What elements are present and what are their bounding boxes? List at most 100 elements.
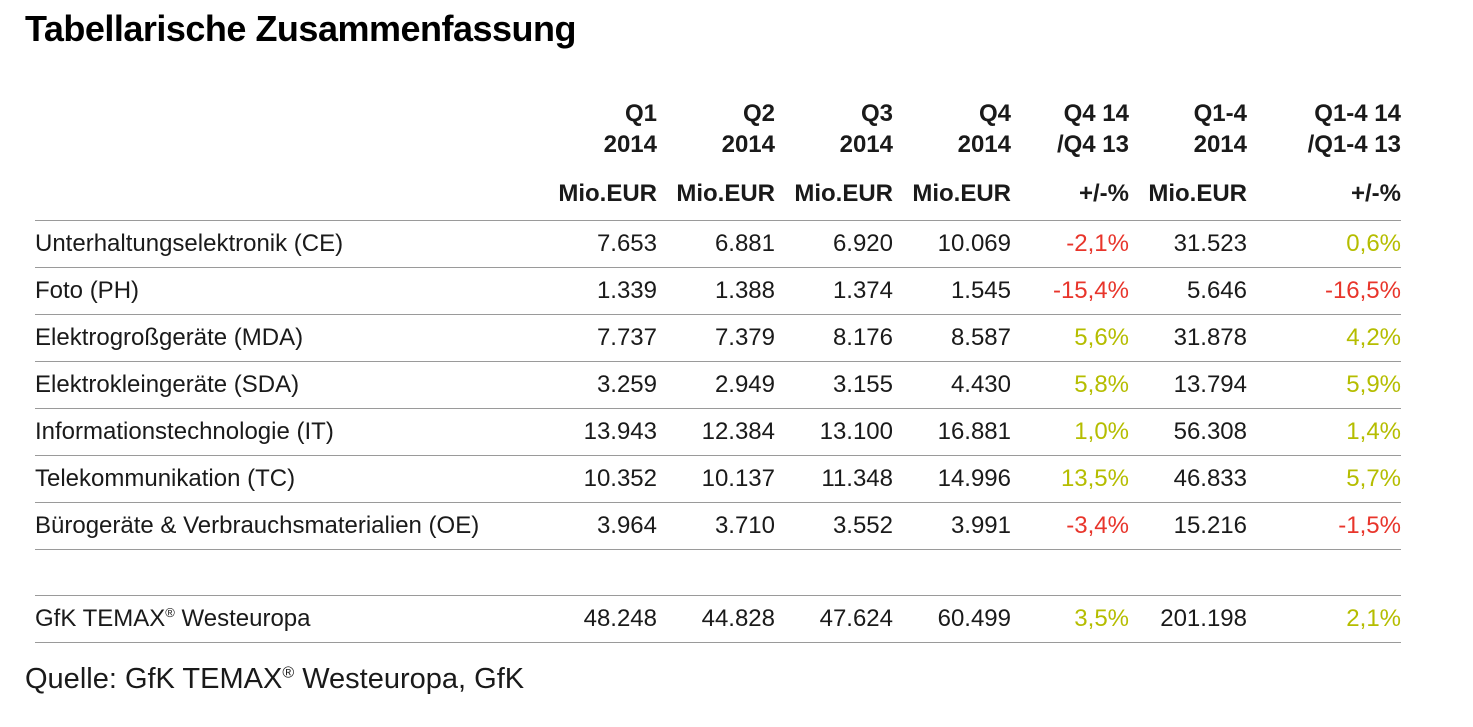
column-header-q1-4-change: Q1-4 14/Q1-4 13 <box>1247 92 1401 162</box>
cell-q1-4: 15.216 <box>1129 501 1247 550</box>
unit-header-q1-4-change: +/-% <box>1350 179 1401 207</box>
column-header-q1: Q1 2014 <box>539 92 657 162</box>
table-row: Elektrokleingeräte (SDA) 3.259 2.949 3.1… <box>35 360 1401 408</box>
cell-q4-change: -15,4% <box>1011 266 1129 314</box>
cell-q4-change: 1,0% <box>1011 407 1129 455</box>
header-line2: /Q1-4 13 <box>1307 131 1401 158</box>
column-header-q2: Q2 2014 <box>657 92 775 162</box>
cell-q4: 60.499 <box>893 594 1011 643</box>
cell-q4: 4.430 <box>893 360 1011 408</box>
row-label: Telekommunikation (TC) <box>35 454 539 502</box>
table-row: Elektrogroßgeräte (MDA) 7.737 7.379 8.17… <box>35 313 1401 361</box>
cell-q1: 1.339 <box>539 266 657 314</box>
cell-q4: 16.881 <box>893 407 1011 455</box>
cell-q2: 7.379 <box>657 313 775 361</box>
cell-q1-4: 31.523 <box>1129 219 1247 267</box>
cell-q2: 10.137 <box>657 454 775 502</box>
cell-q3: 11.348 <box>775 454 893 502</box>
cell-q1-4: 13.794 <box>1129 360 1247 408</box>
cell-q1-4-change: 5,7% <box>1247 454 1401 502</box>
cell-q1: 3.259 <box>539 360 657 408</box>
unit-header-q1: Mio.EUR <box>558 179 657 207</box>
cell-q1-4-change: -1,5% <box>1247 501 1401 550</box>
cell-q1-4-change: -16,5% <box>1247 266 1401 314</box>
table-row: Informationstechnologie (IT) 13.943 12.3… <box>35 407 1401 455</box>
row-label: Elektrogroßgeräte (MDA) <box>35 313 539 361</box>
total-label-prefix: GfK TEMAX <box>35 604 166 632</box>
cell-q1: 7.653 <box>539 219 657 267</box>
cell-q4: 10.069 <box>893 219 1011 267</box>
header-line2: 2014 <box>603 131 657 158</box>
cell-q3: 8.176 <box>775 313 893 361</box>
registered-trademark-icon: ® <box>282 664 295 682</box>
cell-q4: 14.996 <box>893 454 1011 502</box>
unit-header-q2: Mio.EUR <box>676 179 775 207</box>
row-label: Informationstechnologie (IT) <box>35 407 539 455</box>
table-row: Bürogeräte & Verbrauchsmaterialien (OE) … <box>35 501 1401 550</box>
column-header-q4-change: Q4 14/Q4 13 <box>1011 92 1129 162</box>
source-line: Quelle: GfK TEMAX® Westeuropa, GfK <box>25 663 524 696</box>
cell-q1: 13.943 <box>539 407 657 455</box>
cell-q1-4-change: 2,1% <box>1247 594 1401 643</box>
column-header-q1-4: Q1-4 2014 <box>1129 92 1247 162</box>
cell-q1-4: 46.833 <box>1129 454 1247 502</box>
row-label: Foto (PH) <box>35 266 539 314</box>
cell-q3: 13.100 <box>775 407 893 455</box>
cell-q2: 6.881 <box>657 219 775 267</box>
cell-q4-change: 5,6% <box>1011 313 1129 361</box>
cell-q2: 44.828 <box>657 594 775 643</box>
row-label: Unterhaltungselektronik (CE) <box>35 219 539 267</box>
cell-q1-4: 56.308 <box>1129 407 1247 455</box>
cell-q1-4-change: 5,9% <box>1247 360 1401 408</box>
row-label: Bürogeräte & Verbrauchsmaterialien (OE) <box>35 501 539 550</box>
cell-q1: 48.248 <box>539 594 657 643</box>
column-header-q3: Q3 2014 <box>775 92 893 162</box>
cell-q3: 3.552 <box>775 501 893 550</box>
page-title: Tabellarische Zusammenfassung <box>25 8 577 49</box>
spacer-row <box>35 549 1401 595</box>
column-header-label <box>35 92 539 162</box>
cell-q2: 1.388 <box>657 266 775 314</box>
cell-q4: 1.545 <box>893 266 1011 314</box>
unit-header-q4: Mio.EUR <box>912 179 1011 207</box>
spacer-cell <box>35 549 1401 595</box>
cell-q4: 3.991 <box>893 501 1011 550</box>
header-line1: Q1-4 14 <box>1314 100 1401 127</box>
cell-q3: 1.374 <box>775 266 893 314</box>
column-header-q4: Q4 2014 <box>893 92 1011 162</box>
cell-q3: 6.920 <box>775 219 893 267</box>
header-line2: /Q4 13 <box>1056 131 1129 158</box>
cell-q1-4: 31.878 <box>1129 313 1247 361</box>
cell-q4-change: -2,1% <box>1011 219 1129 267</box>
header-line2: 2014 <box>1193 131 1247 158</box>
table-row: Telekommunikation (TC) 10.352 10.137 11.… <box>35 454 1401 502</box>
source-prefix: Quelle: GfK TEMAX <box>25 663 283 695</box>
unit-header-q4-change: +/-% <box>1078 179 1129 207</box>
cell-q4-change: 5,8% <box>1011 360 1129 408</box>
cell-q1: 10.352 <box>539 454 657 502</box>
cell-q3: 3.155 <box>775 360 893 408</box>
cell-q2: 2.949 <box>657 360 775 408</box>
header-line1: Q4 <box>978 100 1011 127</box>
cell-q1-4-change: 0,6% <box>1247 219 1401 267</box>
header-line1: Q3 <box>860 100 893 127</box>
cell-q1-4-change: 4,2% <box>1247 313 1401 361</box>
source-suffix: Westeuropa, GfK <box>294 663 525 695</box>
cell-q4: 8.587 <box>893 313 1011 361</box>
period-header-row: Q1 2014 Q2 2014 Q3 2014 Q4 2014 Q4 14/Q4 13 … <box>35 92 1401 162</box>
cell-q1-4-change: 1,4% <box>1247 407 1401 455</box>
header-line1: Q4 14 <box>1063 100 1129 127</box>
unit-header-label <box>35 162 539 220</box>
header-line1: Q1-4 <box>1193 100 1247 127</box>
cell-q1-4: 201.198 <box>1129 594 1247 643</box>
registered-trademark-icon: ® <box>165 604 175 620</box>
cell-q2: 3.710 <box>657 501 775 550</box>
cell-q4-change: -3,4% <box>1011 501 1129 550</box>
total-row: GfK TEMAX® Westeuropa 48.248 44.828 47.6… <box>35 594 1401 643</box>
header-line1: Q2 <box>742 100 775 127</box>
total-label: GfK TEMAX® Westeuropa <box>35 594 539 643</box>
header-line2: 2014 <box>839 131 893 158</box>
header-line1: Q1 <box>624 100 657 127</box>
cell-q4-change: 13,5% <box>1011 454 1129 502</box>
